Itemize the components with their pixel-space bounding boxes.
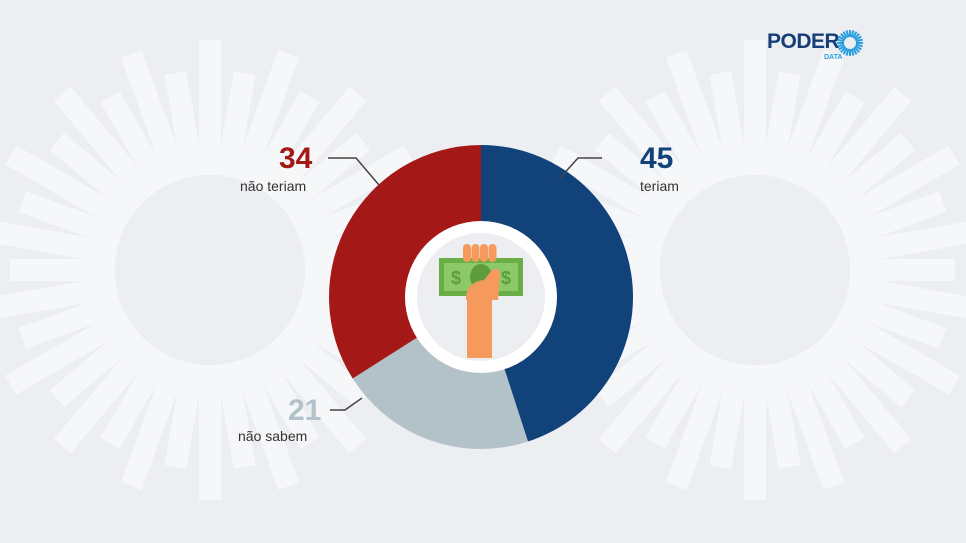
leader-line [559, 157, 602, 179]
background-ray [840, 191, 947, 248]
background-ray [215, 71, 256, 179]
background-ray [846, 221, 966, 265]
logo-subtext: DATA [824, 54, 843, 61]
background-ray [665, 355, 733, 490]
background-ray [831, 145, 960, 233]
background-ray [215, 361, 256, 469]
background-ray [0, 275, 119, 319]
background-ray [598, 86, 703, 205]
background-ray [594, 322, 690, 407]
leader-line [330, 397, 363, 411]
background-ray [594, 133, 690, 218]
legend-nao-sabem: não sabem [238, 428, 308, 444]
background-ray [550, 145, 679, 233]
background-ray [665, 50, 733, 185]
value-nao-teriam: 34 [279, 142, 313, 175]
background-ray [807, 86, 912, 205]
background-ray [232, 50, 300, 185]
background-ray [49, 133, 145, 218]
leader-line [328, 157, 380, 186]
background-ray [645, 346, 718, 449]
background-ray [5, 307, 134, 395]
background-ray [120, 50, 188, 185]
background-ray [53, 86, 158, 205]
background-ray [18, 191, 125, 248]
legend-teriam: teriam [640, 178, 679, 194]
svg-text:$: $ [501, 268, 511, 288]
poder-data-logo: PODER DATA [767, 30, 863, 61]
sunburst-logo-icon [837, 30, 863, 56]
background-ray [232, 355, 300, 490]
background-ray [286, 145, 415, 233]
background-ray [846, 275, 966, 319]
svg-text:$: $ [451, 268, 461, 288]
background-ray [792, 91, 865, 194]
background-ray [792, 346, 865, 449]
background-ray [807, 335, 912, 454]
background-ray [831, 307, 960, 395]
background-ray [645, 91, 718, 194]
slice-teriam [481, 145, 633, 442]
background-ray [100, 91, 173, 194]
background-ray [598, 335, 703, 454]
background-ray [262, 335, 367, 454]
background-ray [164, 361, 205, 469]
background-ray [53, 335, 158, 454]
background-ray [262, 86, 367, 205]
background-ray [760, 71, 801, 179]
background-ray [49, 322, 145, 407]
background-ray [247, 346, 320, 449]
background-ray [709, 361, 750, 469]
background-ray [18, 292, 125, 349]
logo-text: PODER [767, 30, 840, 53]
value-teriam: 45 [640, 142, 674, 175]
value-nao-sabem: 21 [288, 394, 322, 427]
background-ray [247, 91, 320, 194]
legend-nao-teriam: não teriam [240, 178, 307, 194]
hand-holding-money-icon: $ $ [439, 244, 523, 358]
background-ray [275, 133, 371, 218]
background-ray [120, 355, 188, 490]
background-ray [840, 292, 947, 349]
background-ray [275, 322, 371, 407]
background-ray [760, 361, 801, 469]
background-ray [820, 133, 916, 218]
background-ray [5, 145, 134, 233]
background-ray [709, 71, 750, 179]
background-ray [820, 322, 916, 407]
background-ray [164, 71, 205, 179]
background-ray [0, 221, 119, 265]
background-ray [777, 50, 845, 185]
background-ray [777, 355, 845, 490]
background-ray [100, 346, 173, 449]
